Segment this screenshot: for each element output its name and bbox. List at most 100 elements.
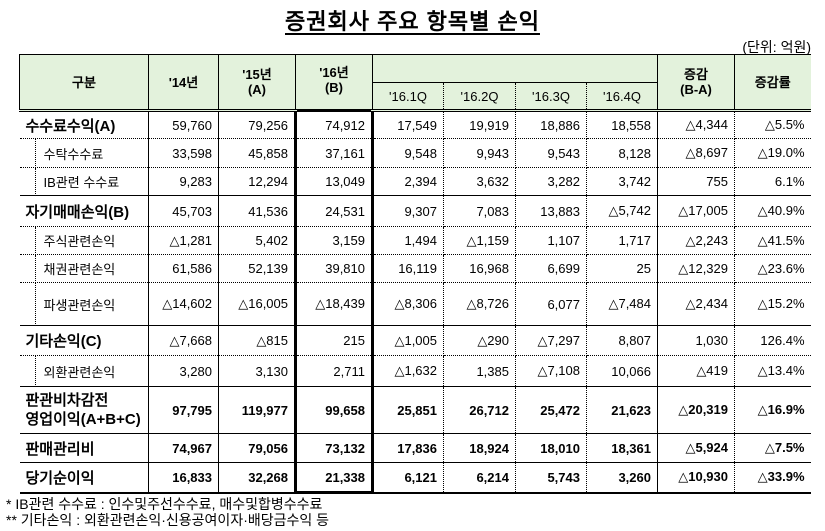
cell-q3: 9,543: [515, 138, 587, 168]
table-row: IB관련 수수료 9,283 12,294 13,049 2,394 3,632…: [19, 167, 811, 196]
page-title: 증권회사 주요 항목별 손익: [0, 4, 825, 36]
cell-q1: 17,549: [372, 109, 444, 139]
cell-change-rate: △41.5%: [734, 226, 811, 255]
cell-change: △4,344: [657, 109, 735, 139]
cell-2014: 16,833: [148, 462, 219, 494]
cell-change-rate: △15.2%: [734, 282, 811, 326]
cell-q3: 6,699: [515, 254, 587, 283]
cell-2016: 74,912: [294, 109, 374, 139]
cell-q1: △1,632: [372, 355, 444, 387]
row-label: 외환관련손익: [19, 355, 149, 387]
cell-2014: △14,602: [148, 282, 219, 326]
row-label-line2: 영업이익(A+B+C): [25, 411, 141, 428]
cell-2016: 99,658: [294, 386, 374, 434]
row-label: 기타손익(C): [19, 325, 149, 356]
row-label: 파생관련손익: [19, 282, 149, 326]
cell-q4: 3,742: [586, 167, 658, 196]
cell-q3: 18,886: [515, 109, 587, 139]
cell-q3: 25,472: [515, 386, 587, 434]
cell-2014: 45,703: [148, 195, 219, 227]
table-row: 판관비차감전 영업이익(A+B+C) 97,795 119,977 99,658 …: [19, 386, 811, 434]
header-q3: '16.3Q: [515, 82, 587, 111]
table-row: 주식관련손익 △1,281 5,402 3,159 1,494 △1,159 1…: [19, 226, 811, 255]
cell-q3: 3,282: [515, 167, 587, 196]
cell-q1: 6,121: [372, 462, 444, 494]
cell-change: △2,243: [657, 226, 735, 255]
cell-q1: 17,836: [372, 433, 444, 463]
cell-2015: 41,536: [218, 195, 296, 227]
cell-q2: 19,919: [443, 109, 516, 139]
table-row: 채권관련손익 61,586 52,139 39,810 16,119 16,96…: [19, 254, 811, 283]
cell-q1: 9,307: [372, 195, 444, 227]
cell-q2: △8,726: [443, 282, 516, 326]
cell-change-rate: △40.9%: [734, 195, 811, 227]
cell-change: △20,319: [657, 386, 735, 434]
cell-change-rate: △13.4%: [734, 355, 811, 387]
cell-q3: 1,107: [515, 226, 587, 255]
cell-2015: 32,268: [218, 462, 296, 494]
header-2016: '16년 (B): [295, 54, 373, 111]
cell-change: △8,697: [657, 138, 735, 168]
header-2016-sub: (B): [324, 80, 344, 95]
cell-q4: 18,361: [586, 433, 658, 463]
cell-2016: 3,159: [294, 226, 374, 255]
table-row: 당기순이익 16,833 32,268 21,338 6,121 6,214 5…: [19, 462, 811, 494]
cell-2016: 73,132: [294, 433, 374, 463]
cell-q3: 13,883: [515, 195, 587, 227]
cell-2014: 33,598: [148, 138, 219, 168]
cell-2016: 13,049: [294, 167, 374, 196]
header-quarters-group: [372, 54, 658, 83]
cell-2015: △16,005: [218, 282, 296, 326]
cell-q4: △7,484: [586, 282, 658, 326]
cell-q2: 6,214: [443, 462, 516, 494]
row-label: 판매관리비: [19, 433, 149, 463]
cell-change: △2,434: [657, 282, 735, 326]
row-label: 당기순이익: [19, 462, 149, 494]
cell-q1: 16,119: [372, 254, 444, 283]
row-label: 자기매매손익(B): [19, 195, 149, 227]
header-category: 구분: [19, 54, 149, 111]
cell-2014: △7,668: [148, 325, 219, 356]
cell-q1: △1,005: [372, 325, 444, 356]
cell-change: 755: [657, 167, 735, 196]
cell-2016: 37,161: [294, 138, 374, 168]
cell-2015: 3,130: [218, 355, 296, 387]
cell-change: △17,005: [657, 195, 735, 227]
cell-q4: 3,260: [586, 462, 658, 494]
cell-2015: △815: [218, 325, 296, 356]
table-row: 수수료수익(A) 59,760 79,256 74,912 17,549 19,…: [19, 109, 811, 139]
cell-q2: △1,159: [443, 226, 516, 255]
cell-q1: 25,851: [372, 386, 444, 434]
cell-q2: 9,943: [443, 138, 516, 168]
cell-q2: 26,712: [443, 386, 516, 434]
cell-q4: 18,558: [586, 109, 658, 139]
cell-2015: 52,139: [218, 254, 296, 283]
cell-q2: 1,385: [443, 355, 516, 387]
cell-q1: 9,548: [372, 138, 444, 168]
cell-2015: 79,256: [218, 109, 296, 139]
header-change: 증감 (B-A): [657, 54, 735, 111]
cell-q4: 8,807: [586, 325, 658, 356]
cell-2016: 2,711: [294, 355, 374, 387]
row-label: 수수료수익(A): [19, 109, 149, 139]
cell-q3: △7,108: [515, 355, 587, 387]
cell-2015: 45,858: [218, 138, 296, 168]
cell-q1: 1,494: [372, 226, 444, 255]
row-label: 주식관련손익: [19, 226, 149, 255]
cell-q1: 2,394: [372, 167, 444, 196]
row-label: 수탁수수료: [19, 138, 149, 168]
table-row: 판매관리비 74,967 79,056 73,132 17,836 18,924…: [19, 433, 811, 463]
cell-change-rate: 126.4%: [734, 325, 811, 356]
cell-2014: 74,967: [148, 433, 219, 463]
cell-2014: 61,586: [148, 254, 219, 283]
cell-2014: 59,760: [148, 109, 219, 139]
cell-2016: △18,439: [294, 282, 374, 326]
header-q1: '16.1Q: [372, 82, 444, 111]
row-label-line1: 판관비차감전: [25, 392, 109, 409]
cell-2015: 5,402: [218, 226, 296, 255]
header-2015-year: '15년: [242, 67, 272, 82]
cell-q3: 6,077: [515, 282, 587, 326]
cell-q4: 1,717: [586, 226, 658, 255]
cell-2014: 3,280: [148, 355, 219, 387]
cell-2014: △1,281: [148, 226, 219, 255]
